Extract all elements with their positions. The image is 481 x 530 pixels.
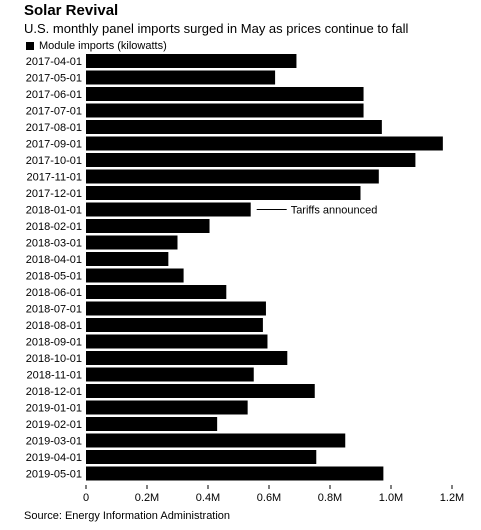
bar bbox=[86, 103, 364, 118]
category-label: 2018-12-01 bbox=[26, 386, 82, 398]
category-label: 2017-10-01 bbox=[26, 155, 82, 167]
x-tick-label: 1.2M bbox=[440, 492, 464, 504]
category-label: 2017-04-01 bbox=[26, 56, 82, 68]
category-label: 2017-06-01 bbox=[26, 89, 82, 101]
bar bbox=[86, 351, 288, 365]
x-tick-label: 0.6M bbox=[257, 492, 281, 504]
legend-label: Module imports (kilowatts) bbox=[39, 40, 167, 52]
category-label: 2018-11-01 bbox=[27, 370, 82, 382]
bar bbox=[86, 285, 227, 299]
category-label: 2019-03-01 bbox=[26, 436, 82, 448]
bar bbox=[86, 153, 416, 167]
bar bbox=[86, 120, 382, 134]
bar bbox=[86, 87, 364, 101]
x-tick-label: 0.8M bbox=[318, 492, 342, 504]
bar bbox=[86, 450, 317, 464]
legend-swatch bbox=[26, 42, 34, 50]
category-label: 2018-01-01 bbox=[26, 205, 82, 217]
bar bbox=[86, 466, 384, 481]
bar bbox=[86, 268, 184, 283]
bar bbox=[86, 235, 178, 250]
x-tick-label: 1.0M bbox=[379, 492, 403, 504]
category-label: 2018-02-01 bbox=[26, 221, 82, 233]
chart-subtitle: U.S. monthly panel imports surged in May… bbox=[24, 21, 409, 36]
category-label: 2019-04-01 bbox=[26, 452, 82, 464]
category-label: 2018-07-01 bbox=[26, 304, 82, 316]
bar bbox=[86, 301, 266, 316]
category-label: 2017-09-01 bbox=[26, 139, 82, 151]
bar bbox=[86, 252, 169, 266]
annotation-label: Tariffs announced bbox=[291, 205, 378, 217]
x-tick-label: 0.4M bbox=[196, 492, 220, 504]
category-label: 2017-12-01 bbox=[26, 188, 82, 200]
x-tick-label: 0 bbox=[83, 492, 89, 504]
bar bbox=[86, 202, 251, 217]
category-label: 2018-08-01 bbox=[26, 320, 82, 332]
x-tick-label: 0.2M bbox=[135, 492, 159, 504]
category-label: 2017-08-01 bbox=[26, 122, 82, 134]
bar bbox=[86, 318, 263, 332]
bar bbox=[86, 367, 254, 382]
category-label: 2018-04-01 bbox=[26, 254, 82, 266]
bar bbox=[86, 136, 443, 151]
bar bbox=[86, 417, 218, 431]
category-label: 2019-05-01 bbox=[26, 469, 82, 481]
bar bbox=[86, 433, 346, 448]
bar bbox=[86, 169, 379, 184]
category-label: 2018-03-01 bbox=[26, 238, 82, 250]
chart-title: Solar Revival bbox=[24, 2, 119, 19]
category-label: 2018-09-01 bbox=[26, 337, 82, 349]
bar bbox=[86, 186, 361, 200]
category-label: 2017-05-01 bbox=[26, 73, 82, 85]
category-label: 2019-01-01 bbox=[26, 403, 82, 415]
category-label: 2017-11-01 bbox=[27, 172, 82, 184]
bar bbox=[86, 70, 276, 85]
category-label: 2018-06-01 bbox=[26, 287, 82, 299]
category-label: 2018-10-01 bbox=[26, 353, 82, 365]
bar bbox=[86, 219, 210, 233]
legend: Module imports (kilowatts) bbox=[26, 40, 167, 52]
bar bbox=[86, 400, 248, 415]
category-label: 2017-07-01 bbox=[26, 106, 82, 118]
bar bbox=[86, 334, 268, 349]
bar bbox=[86, 384, 315, 398]
category-label: 2018-05-01 bbox=[26, 271, 82, 283]
bar bbox=[86, 54, 297, 68]
category-label: 2019-02-01 bbox=[26, 419, 82, 431]
source-note: Source: Energy Information Administratio… bbox=[24, 510, 231, 522]
